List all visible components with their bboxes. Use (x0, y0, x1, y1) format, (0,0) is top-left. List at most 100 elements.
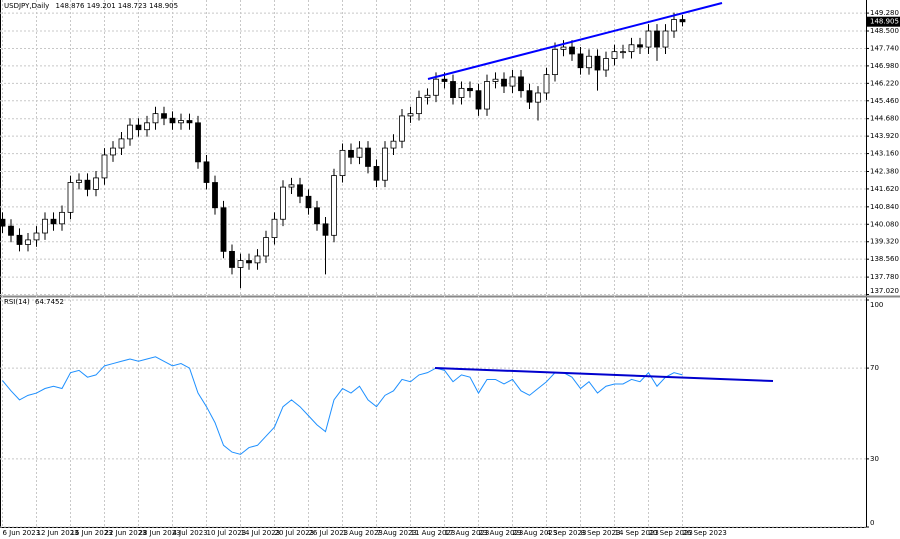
candle-body (450, 81, 456, 98)
candle-body (288, 184, 295, 188)
y-tick-label: 142.380 (870, 167, 899, 175)
candle-body (314, 207, 320, 225)
x-tick-label: 4 Sep 2023 (547, 529, 587, 537)
x-tick-label: 4 Jul 2023 (173, 529, 208, 537)
candle-body (552, 48, 558, 76)
candle-body (203, 161, 210, 183)
rsi-last-value: 64.7452 (35, 298, 64, 306)
candle-body (127, 124, 133, 140)
candle-body (59, 211, 65, 225)
candle-body (628, 44, 635, 53)
x-tick-label: 7 Aug 2023 (377, 529, 417, 537)
candle-body (212, 182, 218, 209)
y-tick-label: 138.560 (870, 255, 899, 263)
y-tick-label: 139.320 (870, 238, 899, 246)
candle-body (509, 76, 516, 87)
candle-body (433, 78, 439, 96)
header-low: 148.723 (118, 2, 147, 10)
candle-body (671, 19, 677, 32)
candle-body (331, 175, 337, 236)
x-tick-label: 14 Sep 2023 (615, 529, 659, 537)
candle-body (569, 46, 575, 55)
y-tick-label: 137.780 (870, 273, 899, 281)
candle-body (501, 78, 507, 87)
candle-body (50, 218, 57, 225)
x-tick-label: 6 Jun 2023 (3, 529, 41, 537)
candle-body (365, 147, 371, 167)
candle-body (33, 232, 40, 241)
candle-body (645, 30, 652, 48)
rsi-line (2, 356, 683, 455)
y-tick-label: 0 (870, 519, 874, 527)
rsi-header: RSI(14) 64.7452 (4, 298, 64, 306)
candle-body (390, 140, 397, 149)
candle-body (271, 218, 278, 239)
candle-body (93, 177, 99, 190)
marks: 148.905 (0, 12, 900, 455)
candle-body (280, 186, 286, 220)
header-open: 148.876 (56, 2, 85, 10)
candle-body (382, 147, 388, 181)
candle-body (424, 94, 431, 98)
candle-body (348, 149, 354, 158)
x-tick-label: 22 Jun 2023 (105, 529, 147, 537)
candle-body (322, 223, 329, 236)
candle-body (586, 55, 592, 69)
candle-body (118, 138, 125, 149)
y-tick-label: 147.740 (870, 44, 899, 52)
candle-body (25, 239, 31, 245)
candle-body (152, 113, 159, 124)
candle-body (594, 55, 601, 71)
candle-body (220, 207, 227, 252)
candle-body (356, 147, 363, 158)
candle-body (42, 218, 48, 234)
candle-body (101, 154, 108, 179)
y-tick-label: 141.620 (870, 185, 899, 193)
last-price-box (867, 16, 900, 27)
y-tick-label: 146.220 (870, 79, 899, 87)
candle-body (441, 78, 448, 82)
candle-body (161, 113, 167, 119)
y-tick-label: 70 (870, 364, 879, 372)
candle-body (526, 90, 533, 103)
y-tick-label: 146.980 (870, 62, 899, 70)
candle-body (654, 30, 660, 48)
symbol-title: USDJPY,Daily (4, 2, 49, 10)
y-tick-label: 148.500 (870, 27, 899, 35)
candle-body (305, 195, 312, 209)
candle-body (535, 92, 541, 103)
candle-body (84, 179, 91, 190)
candle-body (458, 87, 465, 98)
x-tick-label: 14 Jul 2023 (241, 529, 281, 537)
x-tick-label: 12 Jun 2023 (37, 529, 79, 537)
rsi-title: RSI(14) (4, 298, 30, 306)
candle-body (484, 81, 490, 110)
candle-body (16, 234, 23, 245)
x-tick-label: 20 Sep 2023 (649, 529, 693, 537)
last-price-label: 148.905 (870, 18, 899, 26)
x-tick-label: 20 Jul 2023 (275, 529, 315, 537)
x-tick-label: 17 Aug 2023 (445, 529, 490, 537)
candle-body (67, 182, 74, 213)
candle-body (407, 113, 414, 117)
candle-body (543, 74, 550, 94)
candle-body (76, 179, 82, 183)
candle-body (560, 46, 567, 50)
y-tick-label: 140.080 (870, 220, 899, 228)
candle-body (237, 260, 244, 268)
y-tick-label: 143.920 (870, 132, 899, 140)
y-tick-label: 140.840 (870, 203, 899, 211)
x-tick-label: 16 Jun 2023 (71, 529, 113, 537)
header-high: 149.201 (87, 2, 116, 10)
candle-body (518, 76, 524, 92)
rsi-trendline (434, 367, 774, 382)
candle-body (0, 218, 6, 227)
y-tick-label: 149.280 (870, 9, 899, 17)
candle-body (144, 122, 150, 131)
y-tick-label: 100 (870, 301, 883, 309)
candle-body (467, 87, 473, 92)
candle-body (339, 149, 346, 177)
candle-body (662, 30, 669, 48)
